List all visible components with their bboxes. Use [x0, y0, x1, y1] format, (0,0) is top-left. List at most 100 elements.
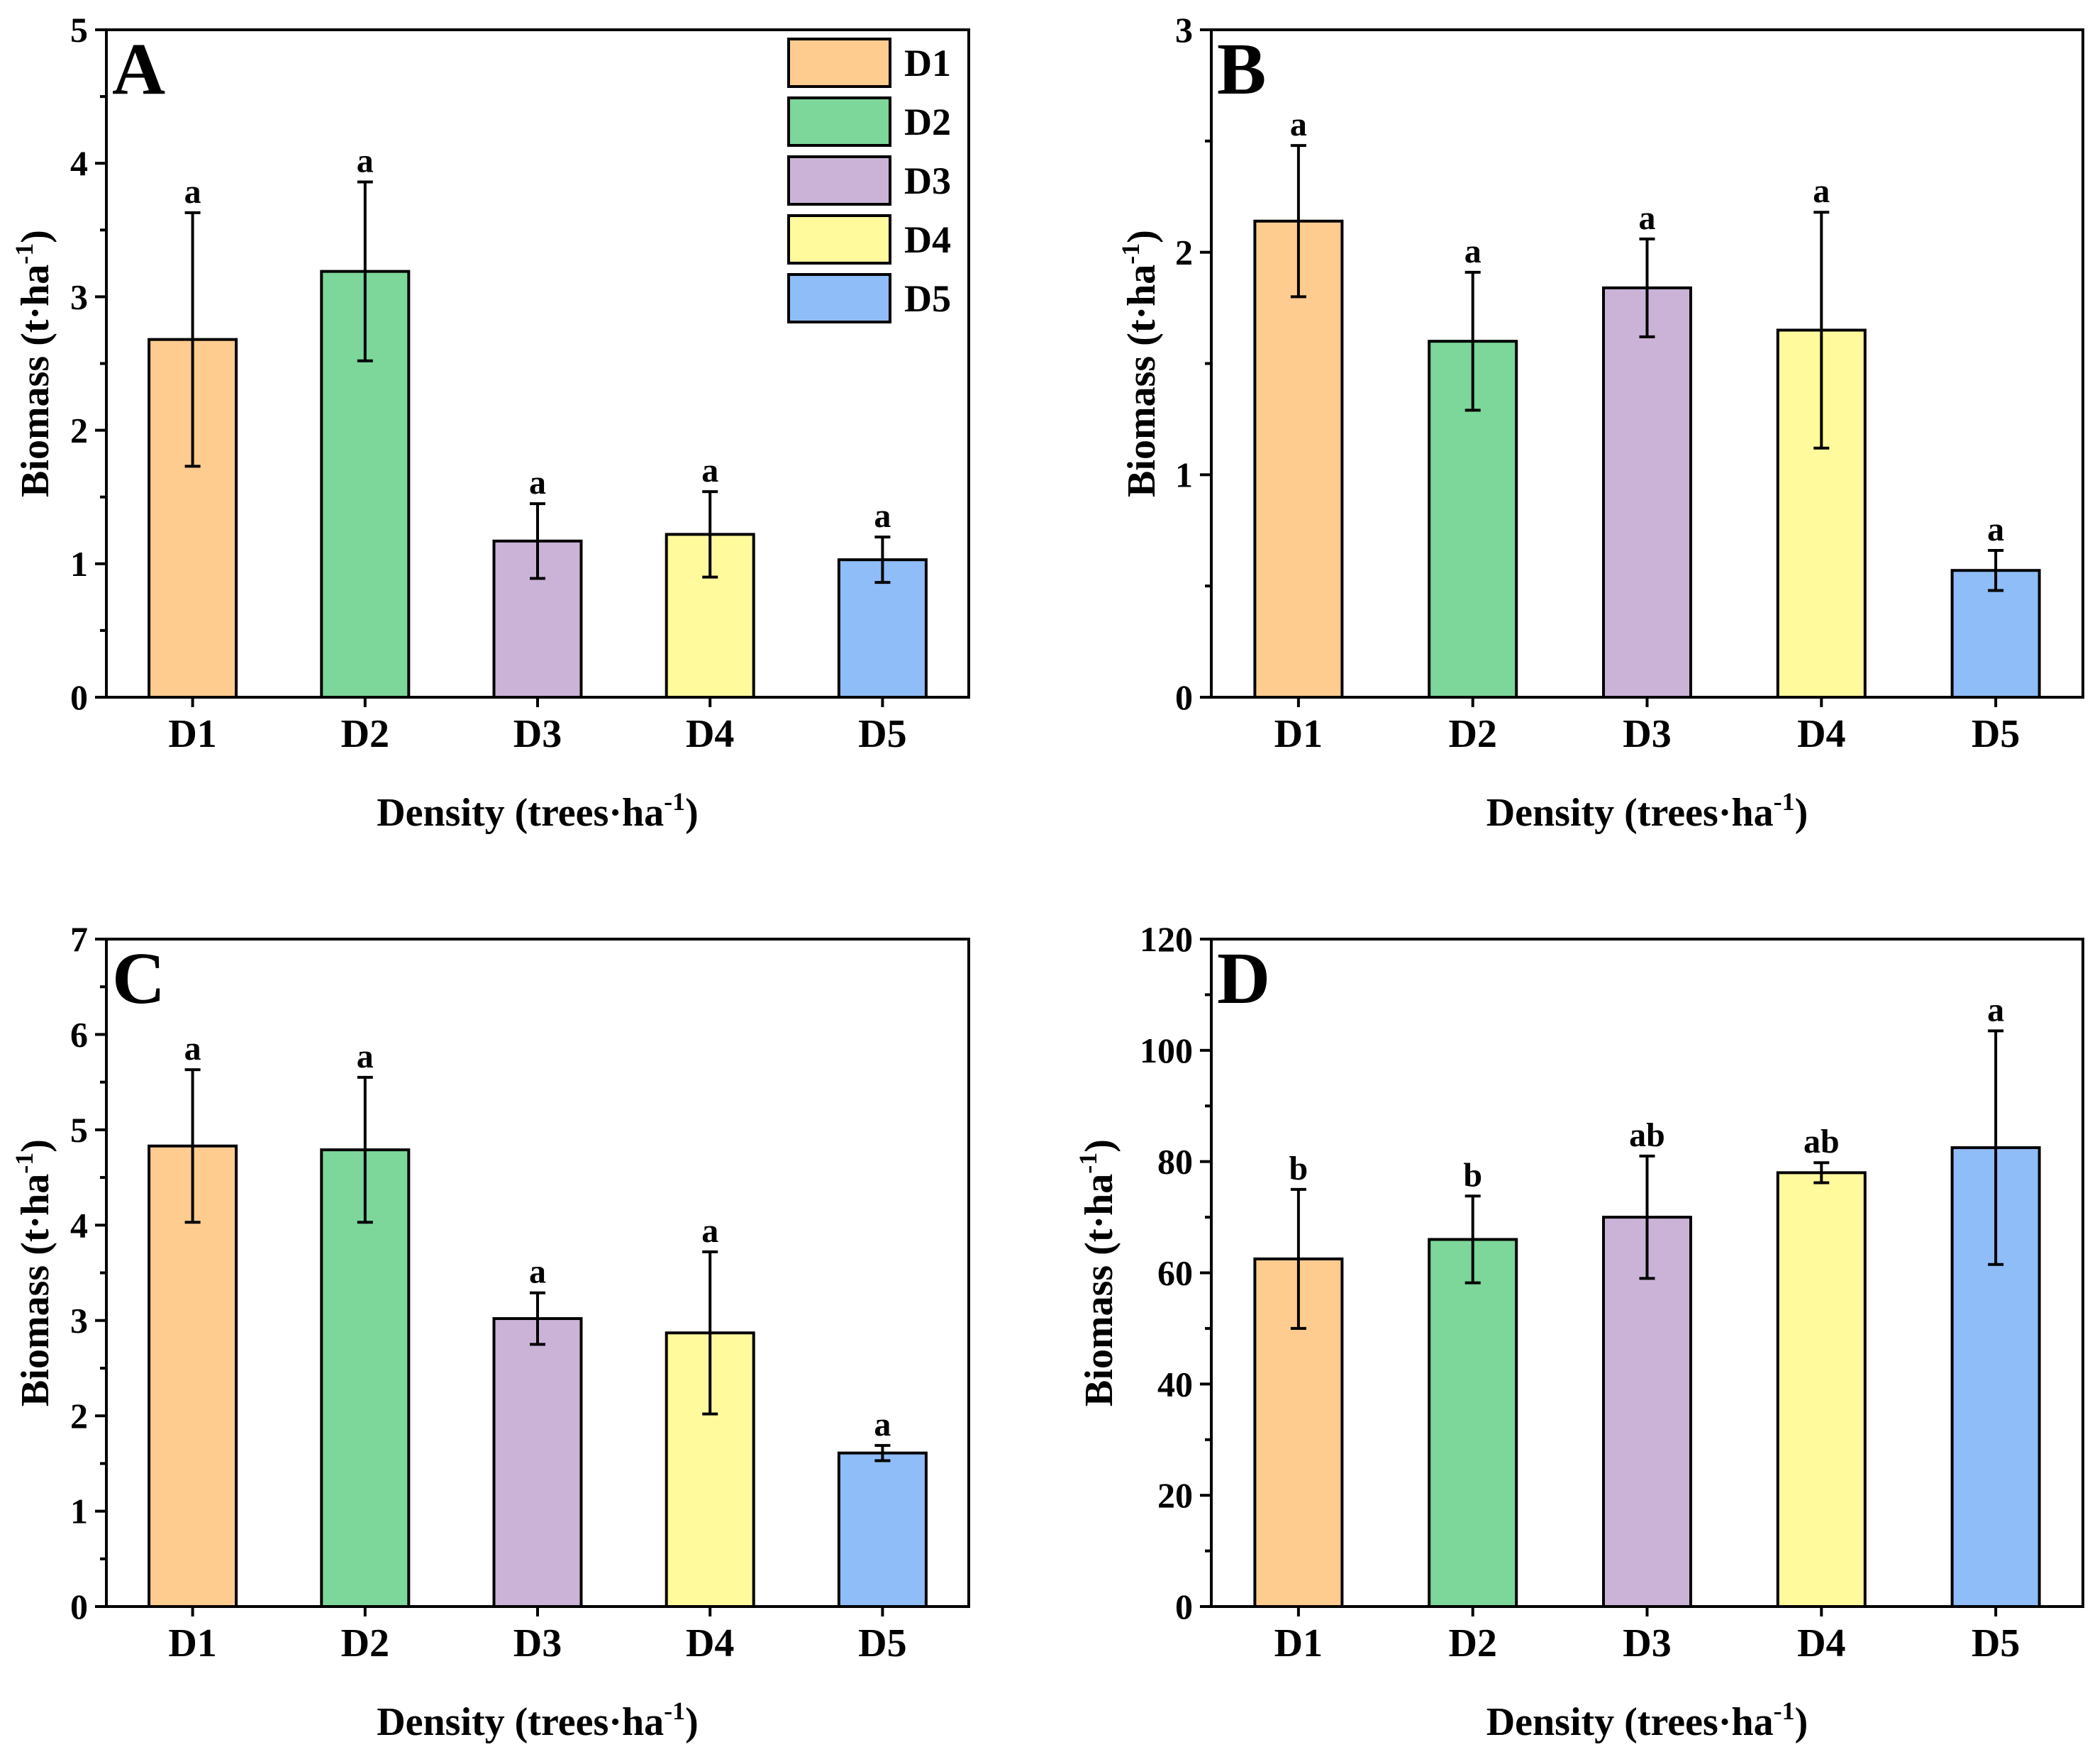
y-tick-label: 4 — [70, 1205, 88, 1245]
y-tick-label: 0 — [1175, 1587, 1193, 1626]
y-tick-label: 0 — [1175, 677, 1193, 717]
chart-panel-a: a D1 a D2 a D3 a D4 a D5 0 1 2 3 4 5 A Density (trees·ha-… — [10, 10, 970, 835]
significance-label-d4: a — [1813, 172, 1830, 210]
significance-label-d3: ab — [1629, 1116, 1665, 1154]
x-tick-label-d2: D2 — [1448, 1621, 1496, 1665]
y-tick-label: 40 — [1157, 1364, 1193, 1404]
significance-label-d5: a — [1987, 991, 2004, 1028]
panel-letter: C — [112, 938, 165, 1019]
y-tick-label: 60 — [1157, 1253, 1193, 1293]
legend-label-d3: D3 — [904, 160, 951, 202]
y-tick-label: 0 — [70, 1587, 88, 1626]
significance-label-d5: a — [1987, 511, 2004, 548]
error-bar-d2 — [1464, 1194, 1481, 1285]
x-tick-label-d3: D3 — [513, 1621, 562, 1665]
y-axis-title: Biomass (t·ha-1) — [1116, 230, 1164, 497]
bar-d3 — [1602, 286, 1692, 699]
error-bar-d2 — [357, 180, 373, 362]
error-bar-d2 — [357, 1075, 373, 1224]
error-bar-d3 — [530, 1291, 545, 1346]
x-tick-label-d5: D5 — [1972, 1621, 2020, 1665]
significance-label-d3: a — [529, 464, 546, 501]
y-tick-label: 6 — [70, 1014, 88, 1054]
legend-label-d5: D5 — [904, 277, 951, 320]
x-axis-title: Density (trees·ha-1) — [377, 787, 699, 835]
bar-d5 — [837, 1451, 928, 1609]
legend-swatch-d1 — [787, 38, 891, 88]
significance-label-d1: a — [1290, 106, 1307, 143]
x-tick-label-d2: D2 — [341, 1621, 389, 1665]
x-tick-label-d2: D2 — [1448, 712, 1496, 756]
panel-letter: D — [1217, 938, 1270, 1019]
x-axis-title: Density (trees·ha-1) — [1486, 787, 1808, 835]
x-tick-label-d4: D4 — [1797, 1621, 1845, 1665]
x-tick-label-d4: D4 — [686, 712, 734, 756]
x-tick-label-d1: D1 — [168, 1621, 216, 1665]
significance-label-d2: a — [357, 143, 374, 180]
error-bar-d3 — [530, 502, 545, 580]
y-tick-label: 4 — [70, 143, 88, 183]
y-tick-label: 2 — [70, 411, 88, 450]
y-tick-label: 3 — [1175, 10, 1193, 50]
y-tick-label: 5 — [70, 1110, 88, 1150]
panel-letter: A — [112, 28, 165, 110]
bar-d2 — [1428, 1238, 1518, 1608]
error-bar-d1 — [1290, 1187, 1306, 1330]
x-tick-label-d5: D5 — [858, 1621, 906, 1665]
error-bar-d3 — [1639, 237, 1655, 338]
error-bar-d5 — [874, 1443, 891, 1463]
x-tick-label-d5: D5 — [858, 712, 906, 756]
panel-letter: B — [1217, 28, 1266, 110]
chart-panel-d: b D1 b D2 ab D3 ab D4 a D5 0 20 40 60 80 100 120 D Density… — [1074, 919, 2084, 1744]
y-axis-title: Biomass (t·ha-1) — [10, 230, 57, 497]
bar-d4 — [1776, 1171, 1867, 1608]
error-bar-d1 — [1290, 144, 1306, 299]
significance-label-d4: ab — [1803, 1123, 1840, 1160]
error-bar-d5 — [874, 536, 891, 584]
y-tick-label: 5 — [70, 10, 88, 50]
error-bar-d5 — [1988, 548, 2004, 592]
significance-label-d2: b — [1463, 1156, 1482, 1194]
bar-d1 — [1253, 219, 1344, 699]
y-tick-label: 80 — [1157, 1142, 1193, 1182]
legend-swatch-d5 — [787, 273, 891, 323]
y-tick-label: 0 — [70, 677, 88, 717]
significance-label-d2: a — [357, 1038, 374, 1075]
bar-d3 — [1602, 1216, 1692, 1609]
y-tick-label: 2 — [1175, 233, 1193, 272]
significance-label-d5: a — [874, 1406, 891, 1443]
significance-label-d5: a — [874, 497, 891, 535]
y-tick-label: 1 — [70, 544, 88, 584]
significance-label-d1: a — [184, 1030, 201, 1067]
significance-label-d3: a — [1639, 199, 1656, 237]
x-tick-label-d1: D1 — [168, 712, 216, 756]
x-tick-label-d4: D4 — [1797, 712, 1845, 756]
legend-label-d2: D2 — [904, 101, 951, 143]
y-tick-label: 1 — [70, 1492, 88, 1531]
significance-label-d4: a — [701, 452, 718, 489]
significance-label-d1: b — [1289, 1150, 1308, 1187]
x-tick-label-d4: D4 — [686, 1621, 734, 1665]
y-tick-label: 20 — [1157, 1475, 1193, 1515]
y-tick-label: 2 — [70, 1396, 88, 1436]
error-bar-d5 — [1988, 1029, 2004, 1266]
y-tick-label: 3 — [70, 1301, 88, 1341]
significance-label-d2: a — [1464, 233, 1482, 270]
error-bar-d4 — [1813, 211, 1830, 450]
legend-swatch-d4 — [787, 214, 891, 265]
error-bar-d4 — [702, 1250, 718, 1416]
legend-swatch-d2 — [787, 96, 891, 147]
legend-label-d4: D4 — [904, 218, 951, 261]
significance-label-d1: a — [184, 173, 201, 211]
y-axis-title: Biomass (t·ha-1) — [10, 1139, 57, 1407]
error-bar-d3 — [1639, 1154, 1655, 1280]
x-tick-label-d3: D3 — [513, 712, 562, 756]
y-tick-label: 7 — [70, 919, 88, 959]
legend-label-d1: D1 — [904, 42, 951, 84]
legend: D1 D2 D3 D4 D5 — [787, 38, 951, 323]
y-tick-label: 120 — [1140, 919, 1193, 959]
x-tick-label-d3: D3 — [1623, 1621, 1671, 1665]
error-bar-d4 — [702, 490, 718, 579]
x-tick-label-d1: D1 — [1274, 712, 1323, 756]
bar-d2 — [320, 1148, 411, 1608]
